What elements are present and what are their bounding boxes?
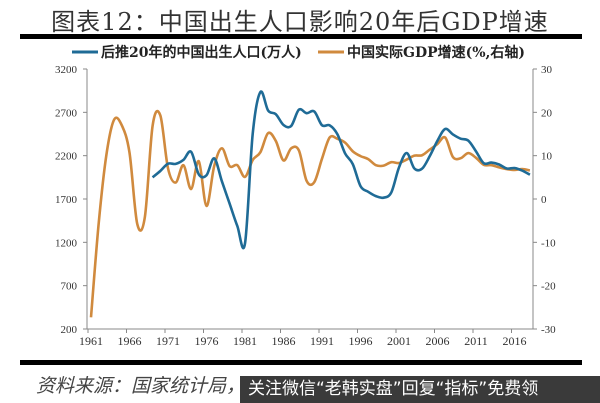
left-tick-label: 200 xyxy=(61,324,78,336)
right-tick-label: -10 xyxy=(541,237,556,249)
x-tick-label: 1971 xyxy=(156,334,180,348)
left-tick-label: 2700 xyxy=(55,107,78,119)
right-tick-label: 30 xyxy=(541,64,553,76)
chart: 后推20年的中国出生人口(万人) 中国实际GDP增速(%,右轴) 3200 2700… xyxy=(55,44,556,348)
left-tick-label: 1200 xyxy=(55,237,78,249)
top-rule xyxy=(20,34,582,39)
x-tick-label: 1976 xyxy=(195,334,219,348)
right-tick-label: -20 xyxy=(541,281,556,293)
right-tick-label: 10 xyxy=(541,151,553,163)
x-tick-label: 1996 xyxy=(349,334,373,348)
left-tick-label: 3200 xyxy=(55,64,78,76)
gdp-growth-line xyxy=(89,109,531,318)
x-tick-label: 1986 xyxy=(272,334,296,348)
right-tick-label: 0 xyxy=(541,194,547,206)
right-tick-label: 20 xyxy=(541,107,553,119)
x-tick-label: 2006 xyxy=(426,334,450,348)
promo-banner: 关注微信“老韩实盘”回复“指标”免费领 xyxy=(240,376,600,403)
figure-title: 图表12：中国出生人口影响20年后GDP增速 xyxy=(51,8,549,36)
right-tick-label: -30 xyxy=(541,324,556,336)
x-tick-label: 1991 xyxy=(310,334,334,348)
x-tick-label: 1966 xyxy=(118,334,142,348)
births-line xyxy=(151,90,531,250)
left-tick-label: 1700 xyxy=(55,194,78,206)
legend: 后推20年的中国出生人口(万人) 中国实际GDP增速(%,右轴) xyxy=(72,44,525,61)
legend-label-births: 后推20年的中国出生人口(万人) xyxy=(101,44,302,61)
series-lines xyxy=(89,90,531,318)
axes: 3200 2700 2200 1700 1200 700 200 30 20 10 0 -10 -20 -… xyxy=(55,64,556,348)
x-tick-label: 1981 xyxy=(233,334,257,348)
x-tick-label: 2016 xyxy=(503,334,527,348)
x-tick-label: 1961 xyxy=(79,334,103,348)
x-tick-label: 2001 xyxy=(387,334,411,348)
left-tick-label: 2200 xyxy=(55,151,78,163)
left-tick-label: 700 xyxy=(61,281,78,293)
source-note: 资料来源：国家统计局， xyxy=(36,375,246,397)
x-tick-label: 2011 xyxy=(464,334,488,348)
bottom-rule xyxy=(20,360,582,365)
legend-label-gdp: 中国实际GDP增速(%,右轴) xyxy=(347,44,525,61)
